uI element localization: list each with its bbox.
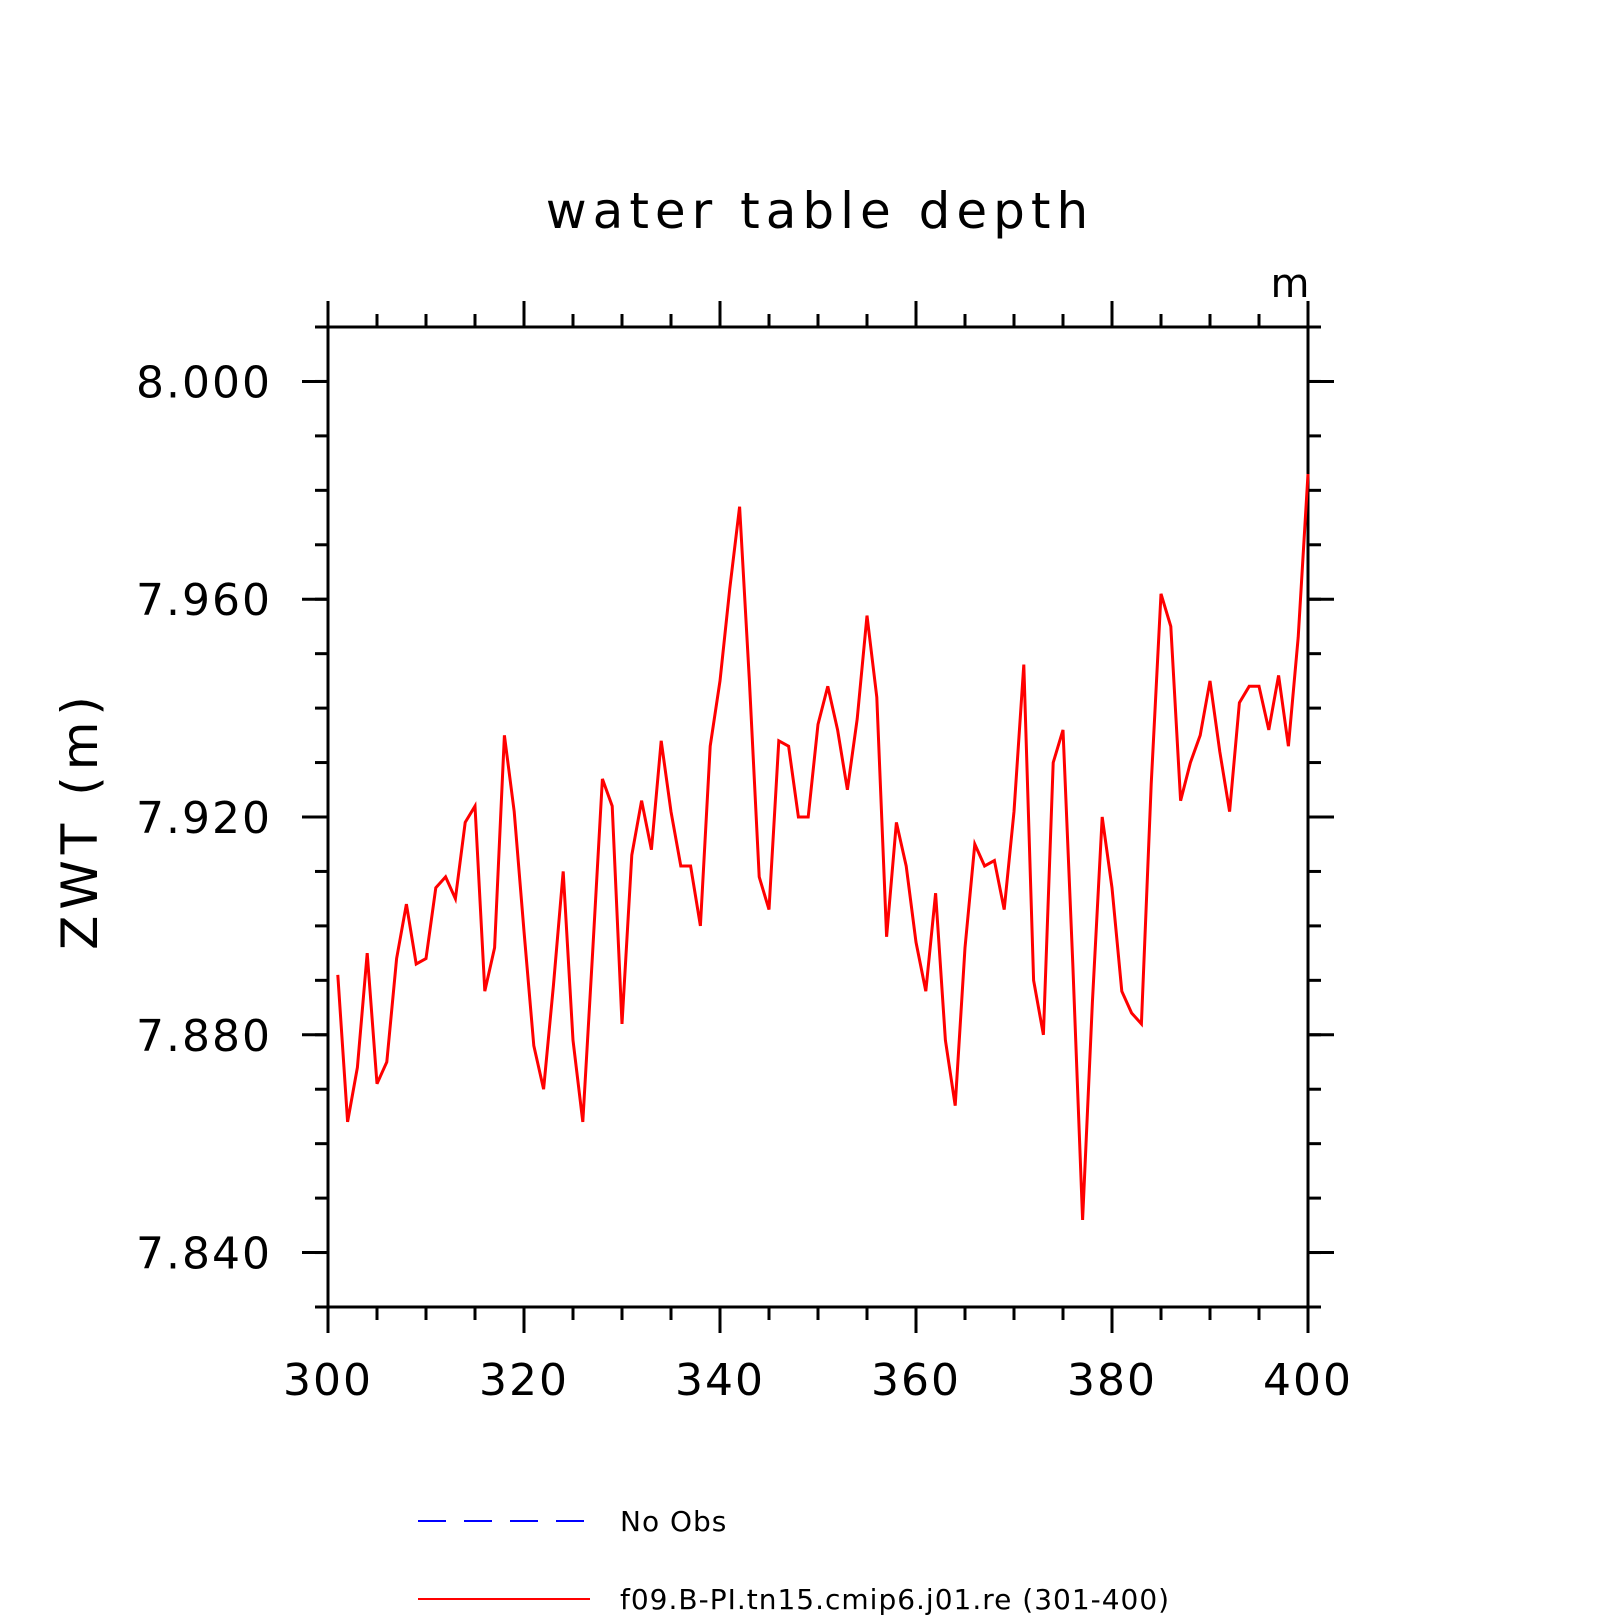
legend-label-no-obs: No Obs (620, 1505, 727, 1538)
x-tick-label: 380 (1067, 1355, 1157, 1406)
x-tick-label: 400 (1263, 1355, 1353, 1406)
minor-ticks (315, 314, 1321, 1320)
legend: No Obs f09.B-PI.tn15.cmip6.j01.re (301-4… (418, 1505, 1170, 1616)
y-tick-label: 7.960 (136, 575, 272, 626)
y-tick-label: 7.840 (136, 1229, 272, 1280)
y-axis-label: ZWT (m) (51, 690, 109, 950)
plot-frame (326, 325, 1310, 1309)
y-tick-labels: 7.840 7.880 7.920 7.960 8.000 (136, 357, 272, 1280)
series-line-1 (336, 473, 1310, 1220)
chart-title: water table depth (546, 182, 1094, 240)
units-label: m (1271, 261, 1310, 307)
x-tick-label: 360 (871, 1355, 961, 1406)
x-tick-label: 340 (675, 1355, 765, 1406)
legend-label-model: f09.B-PI.tn15.cmip6.j01.re (301-400) (620, 1583, 1170, 1616)
x-tick-label: 300 (283, 1355, 373, 1406)
x-tick-labels: 300 320 340 360 380 400 (283, 1355, 1353, 1406)
x-tick-label: 320 (479, 1355, 569, 1406)
y-tick-label: 7.880 (136, 1011, 272, 1062)
major-ticks (302, 301, 1334, 1333)
series-layer (336, 473, 1310, 1220)
y-tick-label: 8.000 (136, 357, 272, 408)
y-tick-label: 7.920 (136, 793, 272, 844)
